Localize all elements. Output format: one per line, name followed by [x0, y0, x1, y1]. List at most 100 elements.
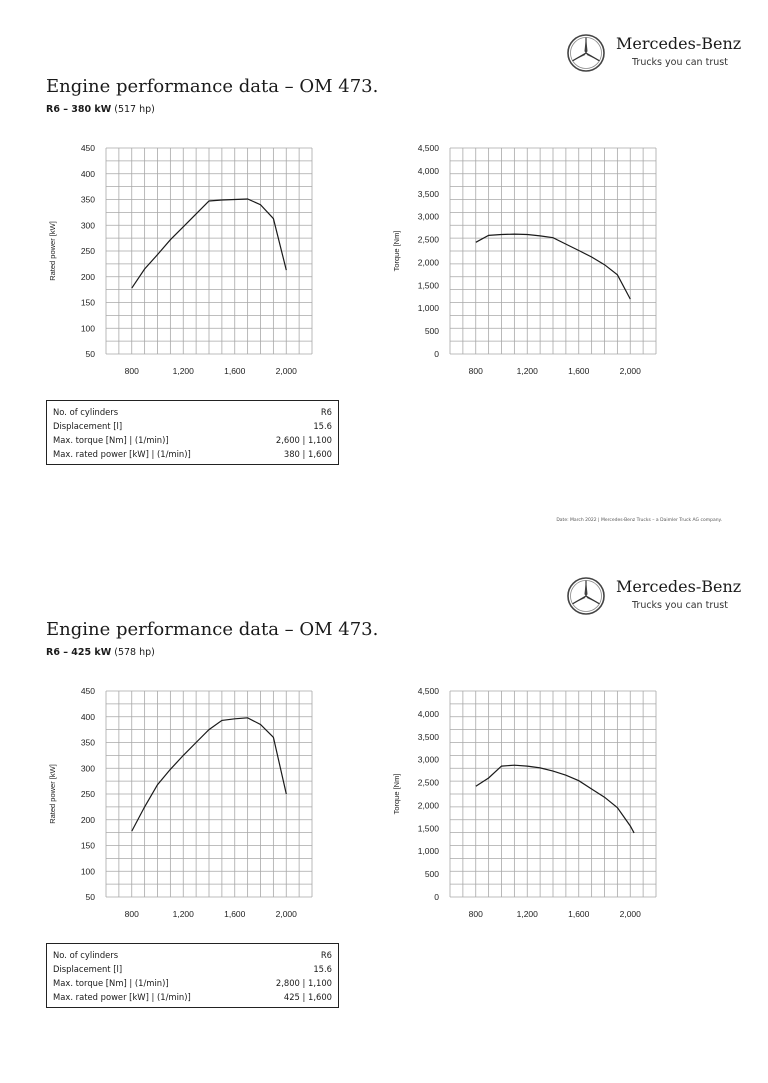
y-tick-label: 3,000: [418, 212, 440, 222]
x-tick-label: 1,600: [568, 366, 590, 376]
y-tick-label: 200: [81, 815, 95, 825]
y-tick-label: 150: [81, 298, 95, 308]
datasheet-1: Mercedes-Benz Trucks you can trust Engin…: [0, 0, 768, 540]
spec-row: No. of cylinders R6: [53, 405, 332, 419]
spec-value: 2,800 | 1,100: [275, 978, 332, 988]
y-tick-label: 150: [81, 841, 95, 851]
y-tick-label: 100: [81, 866, 95, 876]
x-tick-label: 1,600: [568, 909, 590, 919]
spec-value: 380 | 1,600: [283, 449, 332, 459]
rated-power-chart: 50 100 150 200 250 300 350 400 450 800 1,200 1,600 2…: [48, 143, 313, 376]
page-title: Engine performance data – OM 473.: [46, 619, 379, 640]
y-tick-label: 400: [81, 169, 95, 179]
y-axis-label: Rated power [kW]: [48, 764, 57, 824]
spec-value: 15.6: [313, 964, 332, 974]
spec-value: R6: [320, 950, 332, 960]
spec-label: Displacement [l]: [53, 421, 123, 431]
x-tick-label: 2,000: [276, 366, 298, 376]
x-tick-label: 2,000: [620, 366, 642, 376]
brand-name: Mercedes-Benz: [616, 34, 742, 53]
spec-row: Max. rated power [kW] | (1/min)] 425 | 1,…: [53, 990, 332, 1004]
y-tick-label: 4,500: [418, 686, 440, 696]
spec-value: 2,600 | 1,100: [275, 435, 332, 445]
y-tick-label: 0: [434, 892, 439, 902]
y-tick-label: 3,000: [418, 755, 440, 765]
y-tick-label: 1,000: [418, 303, 440, 313]
spec-label: Max. torque [Nm] | (1/min)]: [53, 435, 169, 445]
spec-row: Displacement [l] 15.6: [53, 419, 332, 433]
y-tick-label: 4,000: [418, 709, 440, 719]
three-pointed-star-icon: [567, 577, 605, 615]
spec-label: Displacement [l]: [53, 964, 123, 974]
engine-variant-kw: R6 – 425 kW: [46, 647, 112, 658]
engine-variant-kw: R6 – 380 kW: [46, 104, 112, 115]
spec-value: R6: [320, 407, 332, 417]
y-tick-label: 300: [81, 763, 95, 773]
y-tick-label: 450: [81, 686, 95, 696]
y-tick-label: 2,000: [418, 257, 440, 267]
y-tick-label: 0: [434, 349, 439, 359]
y-tick-label: 300: [81, 220, 95, 230]
spec-label: No. of cylinders: [53, 407, 119, 417]
x-tick-label: 800: [125, 909, 139, 919]
x-tick-label: 1,200: [517, 909, 539, 919]
x-tick-label: 1,200: [173, 909, 195, 919]
engine-variant-hp: (578 hp): [111, 647, 155, 658]
y-axis-label: Rated power [kW]: [48, 221, 57, 281]
x-tick-label: 800: [469, 909, 483, 919]
y-tick-label: 1,500: [418, 280, 440, 290]
rated-power-chart: 50 100 150 200 250 300 350 400 450 800 1,200 1,600 2…: [48, 686, 313, 919]
x-tick-label: 800: [125, 366, 139, 376]
y-tick-label: 3,500: [418, 189, 440, 199]
x-tick-label: 1,200: [517, 366, 539, 376]
brand-tagline: Trucks you can trust: [632, 600, 728, 611]
y-axis-label: Torque [Nm]: [392, 231, 401, 272]
spec-row: Max. torque [Nm] | (1/min)] 2,600 | 1,100: [53, 433, 332, 447]
page-title: Engine performance data – OM 473.: [46, 76, 379, 97]
spec-label: Max. rated power [kW] | (1/min)]: [53, 449, 191, 459]
torque-chart: 0 500 1,000 1,500 2,000 2,500 3,000 3,500 4,000 4…: [392, 686, 657, 919]
y-tick-label: 250: [81, 789, 95, 799]
y-tick-label: 50: [86, 349, 96, 359]
brand-name: Mercedes-Benz: [616, 577, 742, 596]
engine-variant: R6 – 380 kW (517 hp): [46, 104, 155, 115]
y-tick-label: 1,500: [418, 823, 440, 833]
x-tick-label: 1,600: [224, 366, 246, 376]
performance-curve: [131, 717, 287, 832]
spec-row: Max. torque [Nm] | (1/min)] 2,800 | 1,100: [53, 976, 332, 990]
y-tick-label: 500: [425, 869, 439, 879]
y-tick-label: 4,000: [418, 166, 440, 176]
brand-tagline: Trucks you can trust: [632, 57, 728, 68]
performance-curve: [475, 764, 635, 834]
y-tick-label: 450: [81, 143, 95, 153]
y-tick-label: 2,000: [418, 800, 440, 810]
x-tick-label: 1,600: [224, 909, 246, 919]
y-tick-label: 1,000: [418, 846, 440, 856]
y-tick-label: 400: [81, 712, 95, 722]
y-tick-label: 3,500: [418, 732, 440, 742]
spec-table: No. of cylinders R6 Displacement [l] 15.6 …: [46, 400, 339, 465]
chart-grid: [105, 690, 313, 898]
y-tick-label: 50: [86, 892, 96, 902]
x-tick-label: 2,000: [620, 909, 642, 919]
y-tick-label: 350: [81, 195, 95, 205]
chart-grid: [449, 690, 657, 898]
spec-label: Max. torque [Nm] | (1/min)]: [53, 978, 169, 988]
y-tick-label: 350: [81, 738, 95, 748]
y-tick-label: 2,500: [418, 778, 440, 788]
spec-row: Displacement [l] 15.6: [53, 962, 332, 976]
engine-variant-hp: (517 hp): [111, 104, 155, 115]
spec-value: 425 | 1,600: [283, 992, 332, 1002]
spec-row: No. of cylinders R6: [53, 948, 332, 962]
x-tick-label: 1,200: [173, 366, 195, 376]
mercedes-benz-logo: Mercedes-Benz Trucks you can trust: [566, 576, 746, 616]
spec-label: Max. rated power [kW] | (1/min)]: [53, 992, 191, 1002]
y-tick-label: 200: [81, 272, 95, 282]
mercedes-benz-logo: Mercedes-Benz Trucks you can trust: [566, 33, 746, 73]
y-tick-label: 500: [425, 326, 439, 336]
spec-table: No. of cylinders R6 Displacement [l] 15.6 …: [46, 943, 339, 1008]
performance-curve: [131, 198, 287, 289]
y-tick-label: 4,500: [418, 143, 440, 153]
chart-grid: [449, 147, 657, 355]
torque-chart: 0 500 1,000 1,500 2,000 2,500 3,000 3,500 4,000 4…: [392, 143, 657, 376]
